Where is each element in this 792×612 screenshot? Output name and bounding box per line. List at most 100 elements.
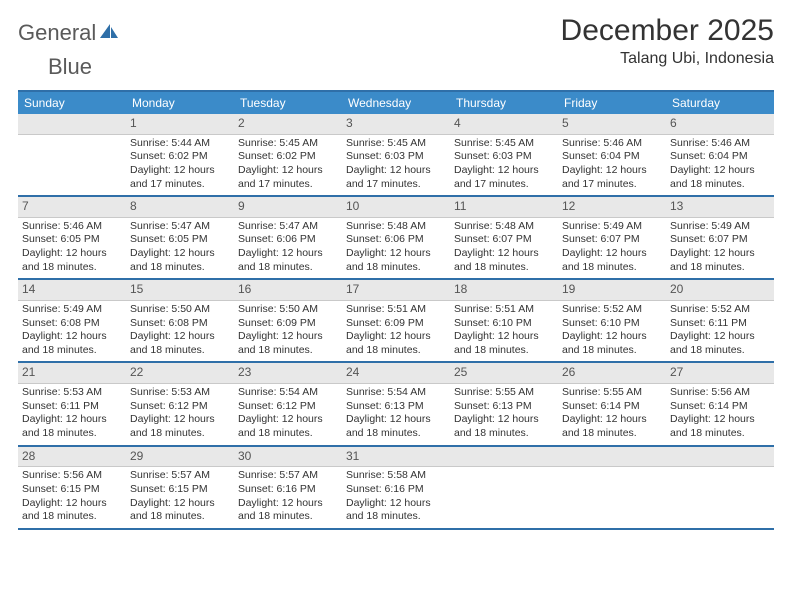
weekday-header: Tuesday	[234, 92, 342, 114]
day-detail-line: and 17 minutes.	[238, 178, 338, 192]
day-detail-line: and 18 minutes.	[670, 178, 770, 192]
day-detail-line: Sunrise: 5:47 AM	[130, 220, 230, 234]
day-detail-line: Sunset: 6:09 PM	[238, 317, 338, 331]
day-detail-line: Sunrise: 5:54 AM	[346, 386, 446, 400]
day-detail-line: Sunrise: 5:55 AM	[454, 386, 554, 400]
day-detail-line: and 18 minutes.	[454, 261, 554, 275]
day-detail-line: Daylight: 12 hours	[130, 413, 230, 427]
calendar-grid: SundayMondayTuesdayWednesdayThursdayFrid…	[18, 90, 774, 530]
day-number: 29	[126, 447, 234, 468]
day-number: 6	[666, 114, 774, 135]
day-detail-line: Daylight: 12 hours	[454, 413, 554, 427]
day-cell: Sunrise: 5:46 AMSunset: 6:04 PMDaylight:…	[558, 135, 666, 196]
day-detail-line: Daylight: 12 hours	[238, 330, 338, 344]
daynum-row: 123456	[18, 114, 774, 135]
day-detail-line: Daylight: 12 hours	[238, 413, 338, 427]
day-detail-line: Sunrise: 5:45 AM	[238, 137, 338, 151]
daynum-row: 78910111213	[18, 197, 774, 218]
day-cell: Sunrise: 5:54 AMSunset: 6:12 PMDaylight:…	[234, 384, 342, 445]
day-cell	[558, 467, 666, 528]
day-detail-line: and 18 minutes.	[238, 261, 338, 275]
day-detail-line: Sunrise: 5:58 AM	[346, 469, 446, 483]
day-detail-line: Sunset: 6:15 PM	[22, 483, 122, 497]
day-detail-line: Sunset: 6:07 PM	[670, 233, 770, 247]
day-detail-line: and 18 minutes.	[130, 510, 230, 524]
day-detail-line: Sunrise: 5:53 AM	[130, 386, 230, 400]
day-detail-line: and 18 minutes.	[22, 427, 122, 441]
day-detail-line: Sunrise: 5:45 AM	[346, 137, 446, 151]
day-detail-line: and 18 minutes.	[562, 261, 662, 275]
day-detail-line: and 18 minutes.	[562, 344, 662, 358]
day-cell: Sunrise: 5:57 AMSunset: 6:16 PMDaylight:…	[234, 467, 342, 528]
day-number: 28	[18, 447, 126, 468]
day-detail-line: Sunset: 6:07 PM	[562, 233, 662, 247]
day-detail-line: Daylight: 12 hours	[670, 413, 770, 427]
day-detail-line: Sunrise: 5:46 AM	[22, 220, 122, 234]
day-detail-line: Sunrise: 5:46 AM	[562, 137, 662, 151]
weekday-header: Sunday	[18, 92, 126, 114]
day-cell: Sunrise: 5:47 AMSunset: 6:05 PMDaylight:…	[126, 218, 234, 279]
day-number: 13	[666, 197, 774, 218]
day-number: 9	[234, 197, 342, 218]
day-detail-line: Sunset: 6:08 PM	[22, 317, 122, 331]
day-number: 25	[450, 363, 558, 384]
day-detail-line: Sunrise: 5:47 AM	[238, 220, 338, 234]
day-cell: Sunrise: 5:55 AMSunset: 6:14 PMDaylight:…	[558, 384, 666, 445]
brand-word2: Blue	[18, 54, 92, 79]
day-number: 5	[558, 114, 666, 135]
day-cell: Sunrise: 5:45 AMSunset: 6:02 PMDaylight:…	[234, 135, 342, 196]
day-number: 30	[234, 447, 342, 468]
day-number: 20	[666, 280, 774, 301]
day-cell: Sunrise: 5:53 AMSunset: 6:12 PMDaylight:…	[126, 384, 234, 445]
day-number	[558, 447, 666, 468]
day-detail-line: Daylight: 12 hours	[454, 164, 554, 178]
day-number: 21	[18, 363, 126, 384]
day-number: 17	[342, 280, 450, 301]
day-detail-line: Daylight: 12 hours	[130, 247, 230, 261]
sail-icon	[98, 22, 120, 45]
day-number: 19	[558, 280, 666, 301]
day-number: 14	[18, 280, 126, 301]
day-cell: Sunrise: 5:55 AMSunset: 6:13 PMDaylight:…	[450, 384, 558, 445]
day-detail-line: Sunset: 6:05 PM	[22, 233, 122, 247]
weekday-header-row: SundayMondayTuesdayWednesdayThursdayFrid…	[18, 92, 774, 114]
day-detail-line: and 17 minutes.	[454, 178, 554, 192]
day-detail-line: Sunset: 6:11 PM	[670, 317, 770, 331]
day-detail-line: Sunrise: 5:48 AM	[346, 220, 446, 234]
daynum-row: 21222324252627	[18, 363, 774, 384]
day-detail-line: Sunset: 6:09 PM	[346, 317, 446, 331]
day-number: 8	[126, 197, 234, 218]
brand-word1: General	[18, 20, 96, 46]
day-detail-line: Sunset: 6:15 PM	[130, 483, 230, 497]
day-detail-line: Daylight: 12 hours	[562, 247, 662, 261]
day-detail-line: Sunset: 6:07 PM	[454, 233, 554, 247]
day-detail-line: and 18 minutes.	[346, 344, 446, 358]
day-detail-line: and 18 minutes.	[130, 344, 230, 358]
day-cell: Sunrise: 5:50 AMSunset: 6:08 PMDaylight:…	[126, 301, 234, 362]
day-detail-line: and 18 minutes.	[346, 261, 446, 275]
day-detail-line: Sunrise: 5:49 AM	[670, 220, 770, 234]
day-detail-line: Sunset: 6:10 PM	[562, 317, 662, 331]
daynum-row: 14151617181920	[18, 280, 774, 301]
day-content-row: Sunrise: 5:46 AMSunset: 6:05 PM Daylight:…	[18, 218, 774, 281]
day-detail-line: and 17 minutes.	[562, 178, 662, 192]
day-detail-line: Sunrise: 5:46 AM	[670, 137, 770, 151]
day-detail-line: Sunset: 6:12 PM	[130, 400, 230, 414]
day-detail-line: Sunset: 6:06 PM	[238, 233, 338, 247]
day-detail-line: Daylight: 12 hours	[22, 497, 122, 511]
day-content-row: Sunrise: 5:56 AMSunset: 6:15 PMDaylight:…	[18, 467, 774, 530]
day-detail-line: Sunset: 6:13 PM	[346, 400, 446, 414]
day-cell: Sunrise: 5:51 AMSunset: 6:10 PMDaylight:…	[450, 301, 558, 362]
day-detail-line: Sunrise: 5:57 AM	[238, 469, 338, 483]
day-cell: Sunrise: 5:56 AMSunset: 6:15 PMDaylight:…	[18, 467, 126, 528]
day-detail-line: Sunrise: 5:53 AM	[22, 386, 122, 400]
day-detail-line: and 18 minutes.	[670, 344, 770, 358]
day-detail-line: Sunset: 6:03 PM	[346, 150, 446, 164]
day-number: 2	[234, 114, 342, 135]
day-detail-line: Sunrise: 5:51 AM	[454, 303, 554, 317]
day-cell: Sunrise: 5:54 AMSunset: 6:13 PMDaylight:…	[342, 384, 450, 445]
weekday-header: Wednesday	[342, 92, 450, 114]
day-detail-line: and 18 minutes.	[22, 510, 122, 524]
day-detail-line: Sunrise: 5:45 AM	[454, 137, 554, 151]
day-detail-line: Daylight: 12 hours	[346, 164, 446, 178]
